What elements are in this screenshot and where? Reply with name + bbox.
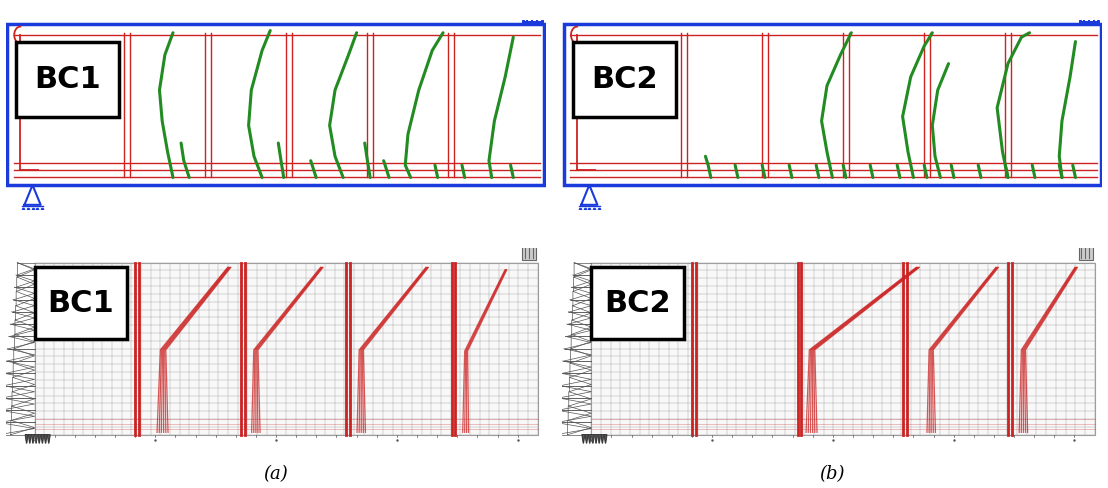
Bar bbox=[573, 41, 676, 117]
Bar bbox=[522, 244, 536, 260]
Text: BC2: BC2 bbox=[591, 64, 658, 94]
Bar bbox=[592, 263, 1095, 435]
Polygon shape bbox=[585, 435, 588, 443]
Bar bbox=[592, 267, 684, 339]
Text: BC1: BC1 bbox=[34, 64, 101, 94]
Polygon shape bbox=[598, 435, 601, 443]
Polygon shape bbox=[44, 435, 47, 443]
Polygon shape bbox=[595, 435, 597, 443]
Polygon shape bbox=[34, 435, 38, 443]
Text: (b): (b) bbox=[820, 465, 845, 483]
Polygon shape bbox=[29, 435, 31, 443]
Bar bbox=[7, 24, 544, 185]
Text: BC2: BC2 bbox=[604, 289, 670, 318]
Text: (a): (a) bbox=[264, 465, 288, 483]
Bar bbox=[523, 4, 542, 22]
Polygon shape bbox=[41, 435, 43, 443]
Polygon shape bbox=[582, 435, 585, 443]
Text: BC1: BC1 bbox=[48, 289, 114, 318]
Polygon shape bbox=[32, 435, 34, 443]
Bar bbox=[17, 41, 119, 117]
Bar bbox=[1079, 244, 1094, 260]
Bar bbox=[34, 263, 537, 435]
Polygon shape bbox=[588, 435, 591, 443]
Polygon shape bbox=[25, 435, 28, 443]
Bar bbox=[564, 24, 1101, 185]
Polygon shape bbox=[604, 435, 607, 443]
Polygon shape bbox=[601, 435, 604, 443]
Bar bbox=[1079, 4, 1098, 22]
Polygon shape bbox=[48, 435, 50, 443]
Polygon shape bbox=[38, 435, 41, 443]
Bar bbox=[34, 267, 126, 339]
Polygon shape bbox=[592, 435, 594, 443]
